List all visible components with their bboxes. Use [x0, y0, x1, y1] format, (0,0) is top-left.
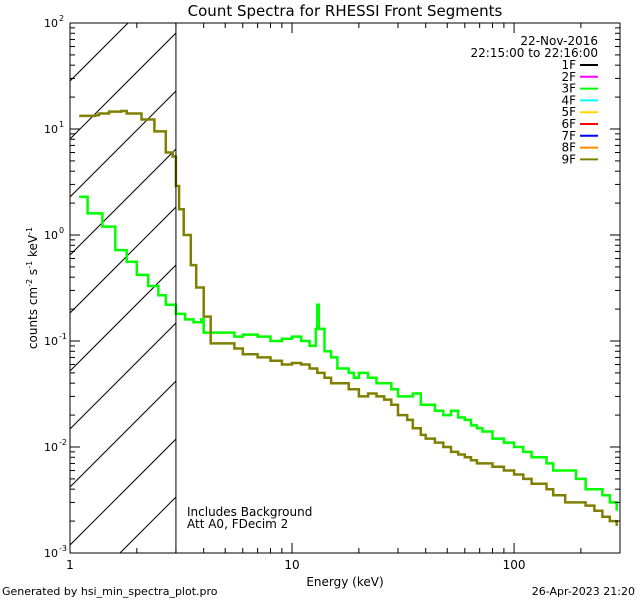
hatch-line: [236, 23, 640, 553]
series-line-9F: [79, 109, 618, 526]
hatch-line: [70, 206, 176, 314]
legend-label-1F: 1F: [561, 58, 576, 72]
annotation-background: Includes Background: [187, 505, 312, 519]
y-tick-label: 10: [44, 547, 58, 560]
annotation-attenuator: Att A0, FDecim 2: [187, 517, 288, 531]
y-axis-label-part: s: [26, 269, 40, 279]
hatch-line: [70, 322, 176, 430]
legend-label-5F: 5F: [561, 105, 576, 119]
hatch-line: [468, 23, 640, 553]
y-tick-label: 10: [44, 17, 58, 30]
y-axis-label-exp: -1: [25, 227, 34, 235]
series-line-3F: [79, 195, 618, 511]
date-label: 22-Nov-2016: [520, 34, 598, 48]
y-axis-label-exp: -1: [25, 261, 34, 269]
x-tick-label: 10: [284, 558, 299, 572]
y-axis-label-exp: -2: [25, 279, 34, 287]
y-tick-exponent: -3: [59, 544, 67, 553]
hatch-line: [70, 438, 176, 546]
plot-frame: [69, 22, 621, 554]
hatch-line: [70, 148, 176, 256]
y-tick-exponent: 1: [59, 120, 64, 129]
y-tick-exponent: 0: [59, 226, 64, 235]
generated-by-label: Generated by hsi_min_spectra_plot.pro: [2, 585, 218, 598]
y-tick-exponent: -2: [59, 438, 67, 447]
hatch-line: [294, 23, 640, 553]
hatch-line: [526, 23, 640, 553]
hatch-line: [410, 23, 640, 553]
y-tick-label: 10: [44, 123, 58, 136]
hatch-line: [70, 90, 176, 198]
x-tick-label: 1: [66, 558, 74, 572]
time-range-label: 22:15:00 to 22:16:00: [471, 46, 598, 60]
timestamp-label: 26-Apr-2023 21:20: [532, 585, 635, 598]
legend-label-2F: 2F: [561, 70, 576, 84]
legend-label-8F: 8F: [561, 141, 576, 155]
legend-label-4F: 4F: [561, 93, 576, 107]
y-tick-label: 10: [44, 335, 58, 348]
legend-label-3F: 3F: [561, 82, 576, 96]
hatch-line: [70, 264, 176, 372]
x-tick-label: 100: [503, 558, 526, 572]
x-axis-label: Energy (keV): [306, 575, 383, 589]
y-axis-label-part: counts cm: [26, 287, 40, 349]
hatch-line: [70, 23, 129, 82]
hatch-line: [352, 23, 640, 553]
series-group: [79, 109, 618, 526]
y-tick-exponent: 2: [59, 14, 64, 23]
hatched-region: [70, 23, 640, 553]
legend-label-6F: 6F: [561, 117, 576, 131]
y-tick-exponent: -1: [59, 332, 67, 341]
y-axis-label-part: keV: [26, 234, 40, 261]
hatch-line: [70, 32, 176, 140]
y-tick-label: 10: [44, 229, 58, 242]
y-tick-label: 10: [44, 441, 58, 454]
legend-label-7F: 7F: [561, 129, 576, 143]
hatch-line: [70, 380, 176, 488]
legend-label-9F: 9F: [561, 152, 576, 166]
hatch-line: [584, 23, 640, 553]
chart-title: Count Spectra for RHESSI Front Segments: [188, 2, 503, 20]
y-axis-label: counts cm-2 s-1 keV-1: [25, 227, 40, 349]
